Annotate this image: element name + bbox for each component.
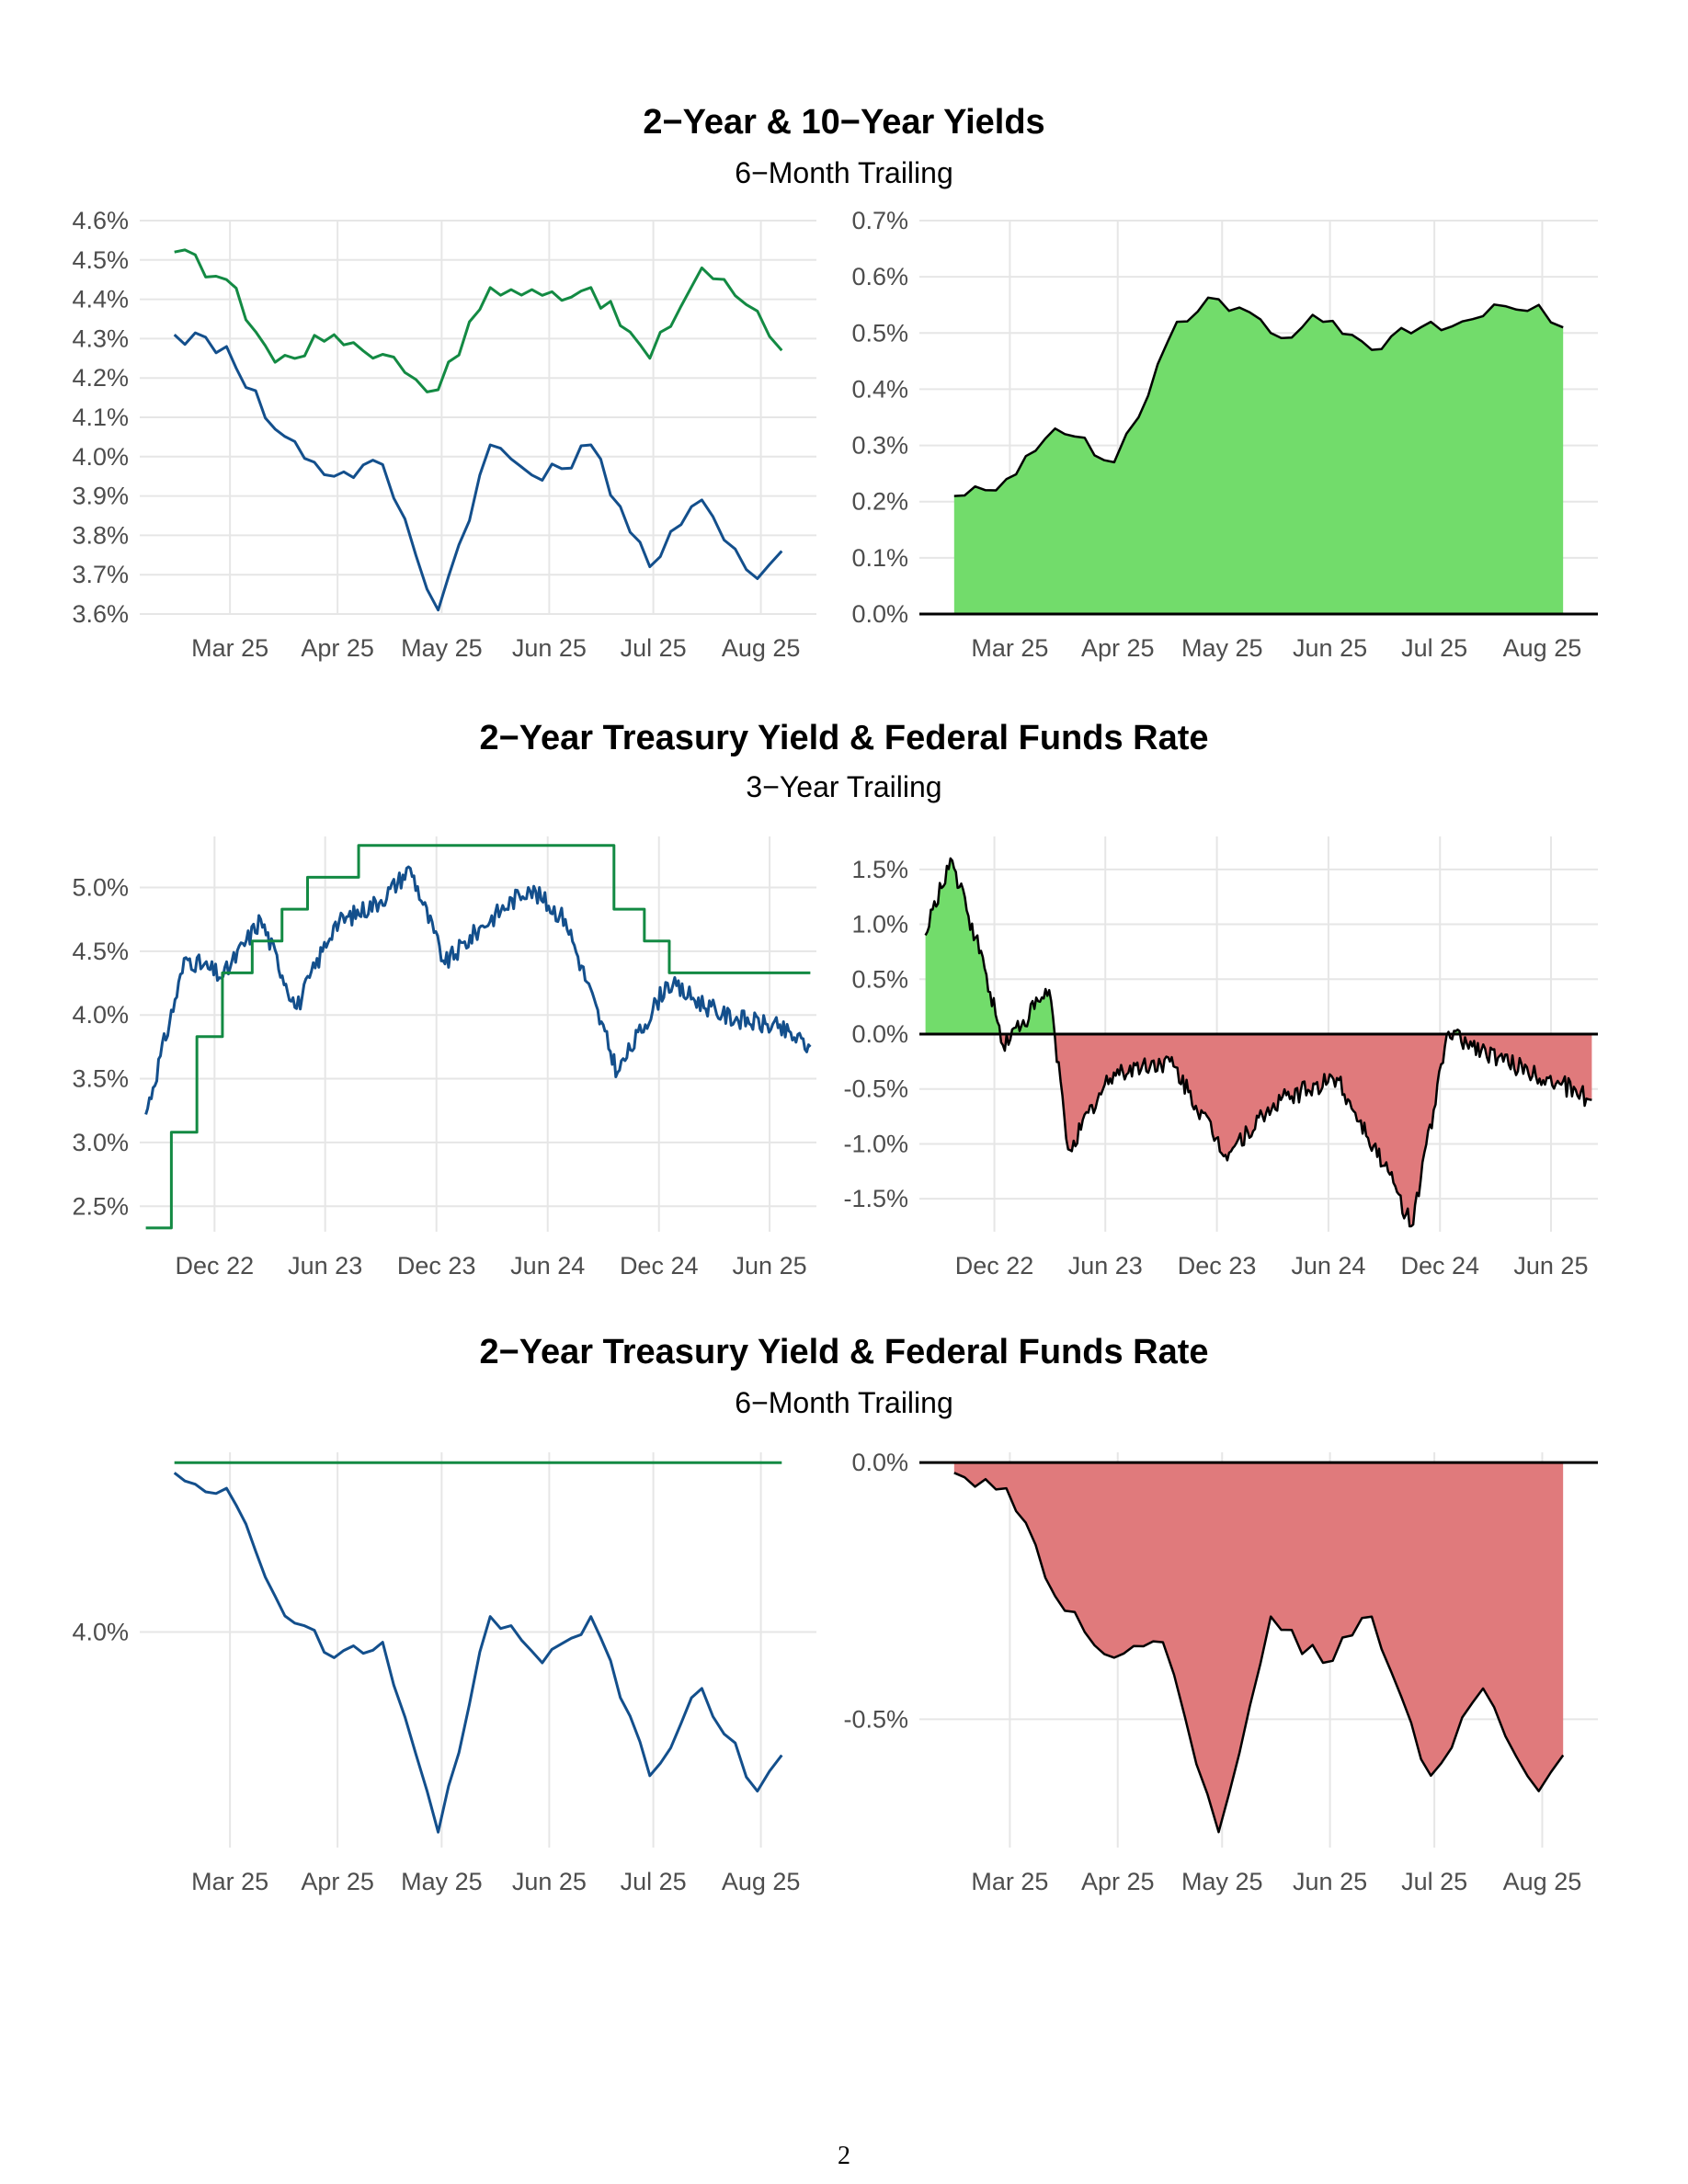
y-tick-label: 2.5% <box>72 1192 129 1220</box>
y-tick-label: -0.5% <box>843 1705 908 1733</box>
yield-spread-chart: 0.7% 0.6% 0.5% 0.4% 0.3% 0.2% 0.1% 0.0% Mar 25 Ap… <box>851 207 1598 688</box>
ten-year-line <box>174 248 783 393</box>
x-tick-label: Apr 25 <box>301 634 374 662</box>
x-tick-label: Jun 23 <box>288 1252 362 1280</box>
x-tick-label: Jun 24 <box>1291 1252 1365 1280</box>
x-tick-label: Jul 25 <box>621 1868 687 1895</box>
y-tick-label: 0.0% <box>851 1449 908 1476</box>
fed-funds-6m-spread-chart: 0.0% -0.5% Mar 25 Apr 25 May 25 Jun 25 Jul 25 A… <box>843 1441 1598 1919</box>
y-tick-label: 0.1% <box>851 544 908 572</box>
y-tick-label: 4.3% <box>72 324 129 352</box>
x-tick-label: May 25 <box>401 1868 483 1895</box>
y-tick-label: 0.6% <box>851 263 908 290</box>
y-tick-label: 1.0% <box>851 911 908 938</box>
positive-spread-area <box>953 297 1564 614</box>
y-tick-label: 4.0% <box>72 1618 129 1645</box>
y-tick-label: 4.4% <box>72 286 129 313</box>
section-3-subtitle: 6−Month Trailing <box>735 1386 953 1419</box>
y-tick-label: -1.5% <box>843 1185 908 1212</box>
y-tick-label: 3.7% <box>72 561 129 588</box>
y-tick-label: 4.2% <box>72 364 129 392</box>
yields-chart: 4.6% 4.5% 4.4% 4.3% 4.2% 4.1% 4.0% 3.9% 3.8% 3.7%… <box>72 207 816 688</box>
section-2-title: 2−Year Treasury Yield & Federal Funds Ra… <box>479 719 1209 757</box>
x-tick-label: Dec 22 <box>176 1252 255 1280</box>
two-year-line <box>173 331 783 612</box>
fed-funds-3y-spread-chart: 1.5% 1.0% 0.5% 0.0% -0.5% -1.0% -1.5% Dec 22 Jun… <box>843 825 1598 1303</box>
y-tick-label: 3.6% <box>72 600 129 628</box>
y-tick-label: -0.5% <box>843 1075 908 1103</box>
x-tick-label: Mar 25 <box>191 1868 268 1895</box>
x-tick-label: Apr 25 <box>1081 1868 1155 1895</box>
y-tick-label: 0.5% <box>851 319 908 347</box>
y-tick-label: 0.4% <box>851 375 908 403</box>
x-tick-label: May 25 <box>401 634 483 662</box>
y-tick-label: 3.0% <box>72 1129 129 1156</box>
section-1-subtitle: 6−Month Trailing <box>735 156 953 189</box>
y-tick-label: 5.0% <box>72 873 129 901</box>
x-tick-label: Jun 24 <box>510 1252 585 1280</box>
x-tick-label: Dec 24 <box>620 1252 699 1280</box>
y-tick-label: 0.3% <box>851 432 908 460</box>
x-tick-label: Apr 25 <box>1081 634 1155 662</box>
x-tick-label: Jun 25 <box>512 634 587 662</box>
section-2-subtitle: 3−Year Trailing <box>746 770 942 803</box>
x-tick-label: Dec 24 <box>1400 1252 1479 1280</box>
x-tick-label: Jun 25 <box>1293 634 1367 662</box>
spread-line <box>953 1472 1565 1834</box>
fed-funds-6m-chart: 4.0% Mar 25 Apr 25 May 25 Jun 25 Jul 25 Aug 25 <box>72 1441 816 1919</box>
x-tick-label: Jul 25 <box>621 634 687 662</box>
x-tick-label: May 25 <box>1181 634 1263 662</box>
grid <box>140 1452 816 1848</box>
negative-spread-area <box>953 1462 1564 1833</box>
x-tick-label: Mar 25 <box>971 634 1048 662</box>
y-tick-label: 1.5% <box>851 856 908 883</box>
y-tick-label: 3.5% <box>72 1065 129 1093</box>
two-year-line <box>144 865 812 1115</box>
y-tick-label: 0.7% <box>851 207 908 234</box>
fed-funds-line <box>145 844 811 1230</box>
y-tick-label: 4.0% <box>72 1001 129 1029</box>
x-tick-label: Jul 25 <box>1401 1868 1467 1895</box>
y-tick-label: 3.9% <box>72 483 129 510</box>
x-tick-label: Mar 25 <box>971 1868 1048 1895</box>
y-tick-label: 4.1% <box>72 404 129 431</box>
x-tick-label: Dec 23 <box>397 1252 476 1280</box>
grid <box>140 836 816 1232</box>
x-tick-label: Jun 25 <box>1513 1252 1588 1280</box>
x-tick-label: May 25 <box>1181 1868 1263 1895</box>
two-year-line <box>173 1472 783 1834</box>
y-tick-label: 3.8% <box>72 521 129 549</box>
x-tick-label: Dec 22 <box>955 1252 1034 1280</box>
y-tick-label: 4.5% <box>72 246 129 274</box>
section-3-title: 2−Year Treasury Yield & Federal Funds Ra… <box>479 1333 1209 1371</box>
y-tick-label: 0.0% <box>851 600 908 628</box>
y-tick-label: 4.0% <box>72 443 129 471</box>
y-tick-label: 0.5% <box>851 965 908 993</box>
x-tick-label: Jun 25 <box>1293 1868 1367 1895</box>
grid <box>140 220 816 615</box>
y-tick-label: 0.0% <box>851 1020 908 1048</box>
x-tick-label: Apr 25 <box>301 1868 374 1895</box>
spread-line <box>924 857 1592 1228</box>
x-tick-label: Jun 25 <box>512 1868 587 1895</box>
x-tick-label: Aug 25 <box>722 634 801 662</box>
x-tick-label: Jun 25 <box>733 1252 807 1280</box>
x-tick-label: Mar 25 <box>191 634 268 662</box>
fed-funds-3y-chart: 5.0% 4.5% 4.0% 3.5% 3.0% 2.5% Dec 22 Jun 23 Dec … <box>72 825 816 1303</box>
y-tick-label: 4.5% <box>72 938 129 965</box>
page-number: 2 <box>838 2142 850 2170</box>
section-1-title: 2−Year & 10−Year Yields <box>643 103 1045 142</box>
y-tick-label: 4.6% <box>72 207 129 234</box>
x-tick-label: Jun 23 <box>1068 1252 1143 1280</box>
negative-spread-area <box>925 1034 1592 1227</box>
positive-spread-area <box>925 858 1592 1034</box>
y-tick-label: -1.0% <box>843 1130 908 1157</box>
x-tick-label: Aug 25 <box>1503 634 1582 662</box>
x-tick-label: Jul 25 <box>1401 634 1467 662</box>
x-tick-label: Aug 25 <box>1503 1868 1582 1895</box>
x-tick-label: Dec 23 <box>1178 1252 1257 1280</box>
x-tick-label: Aug 25 <box>722 1868 801 1895</box>
spread-line <box>953 296 1564 497</box>
y-tick-label: 0.2% <box>851 488 908 516</box>
